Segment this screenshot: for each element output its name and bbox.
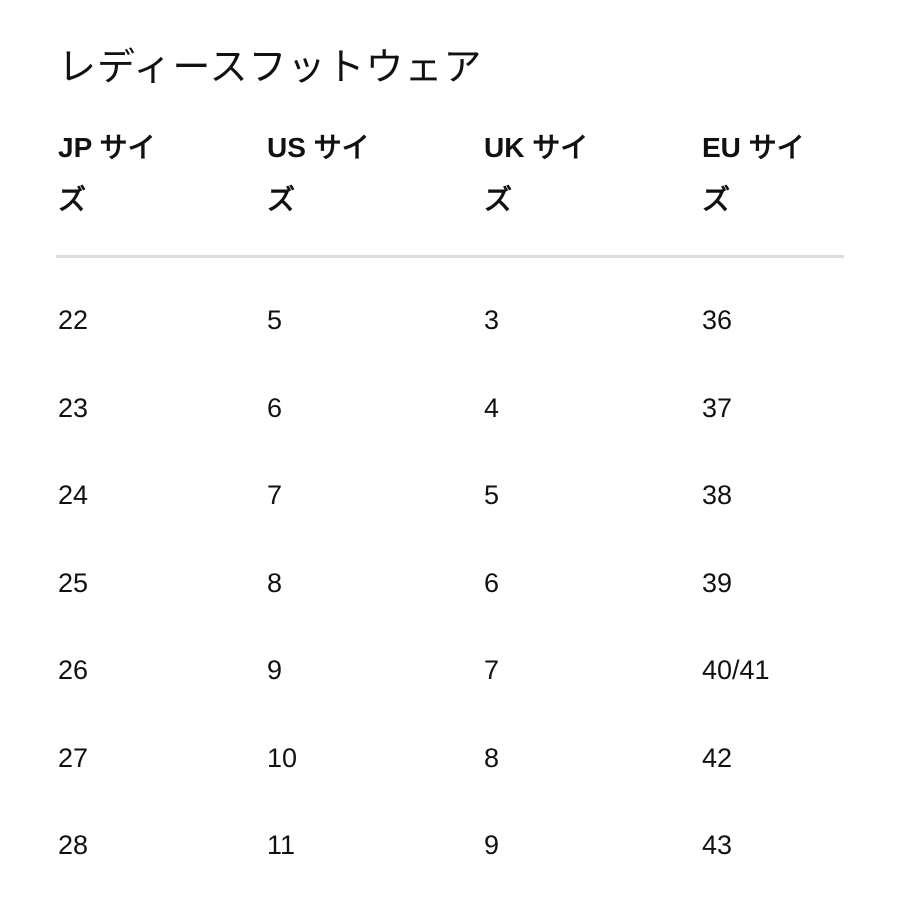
table-cell: 9 (484, 830, 500, 860)
table-cell: 6 (484, 567, 500, 598)
table-cell: 8 (267, 567, 283, 598)
table-cell: 22 (58, 305, 89, 335)
table-cell: 38 (702, 480, 733, 510)
table-cell: 39 (702, 567, 733, 598)
column-header: JP サイズ (58, 132, 156, 215)
table-cell: 37 (702, 392, 733, 423)
table-cell: 9 (267, 655, 283, 685)
table-cell: 10 (267, 742, 298, 773)
table-cell: 28 (58, 830, 89, 860)
table-cell: 26 (58, 655, 89, 685)
table-cell: 27 (58, 742, 89, 773)
table-cell: 6 (267, 392, 283, 423)
table-cell: 43 (702, 830, 733, 860)
column-header: US サイズ (267, 132, 370, 215)
column-header: UK サイズ (484, 132, 589, 215)
table-cell: 11 (267, 830, 296, 860)
table-cell: 7 (267, 480, 283, 510)
table-cell: 8 (484, 742, 500, 773)
table-cell: 24 (58, 480, 89, 510)
table-cell: 4 (484, 392, 500, 423)
column-header: EU サイズ (702, 132, 805, 215)
table-cell: 23 (58, 392, 89, 423)
header-divider (56, 255, 844, 258)
table-cell: 3 (484, 305, 500, 335)
table-cell: 40/41 (702, 655, 770, 685)
table-cell: 7 (484, 655, 500, 685)
table-cell: 25 (58, 567, 89, 598)
table-cell: 42 (702, 742, 733, 773)
table-cell: 5 (484, 480, 500, 510)
table-cell: 5 (267, 305, 283, 335)
page-title: レディースフットウェア (58, 47, 483, 89)
table-cell: 36 (702, 305, 733, 335)
